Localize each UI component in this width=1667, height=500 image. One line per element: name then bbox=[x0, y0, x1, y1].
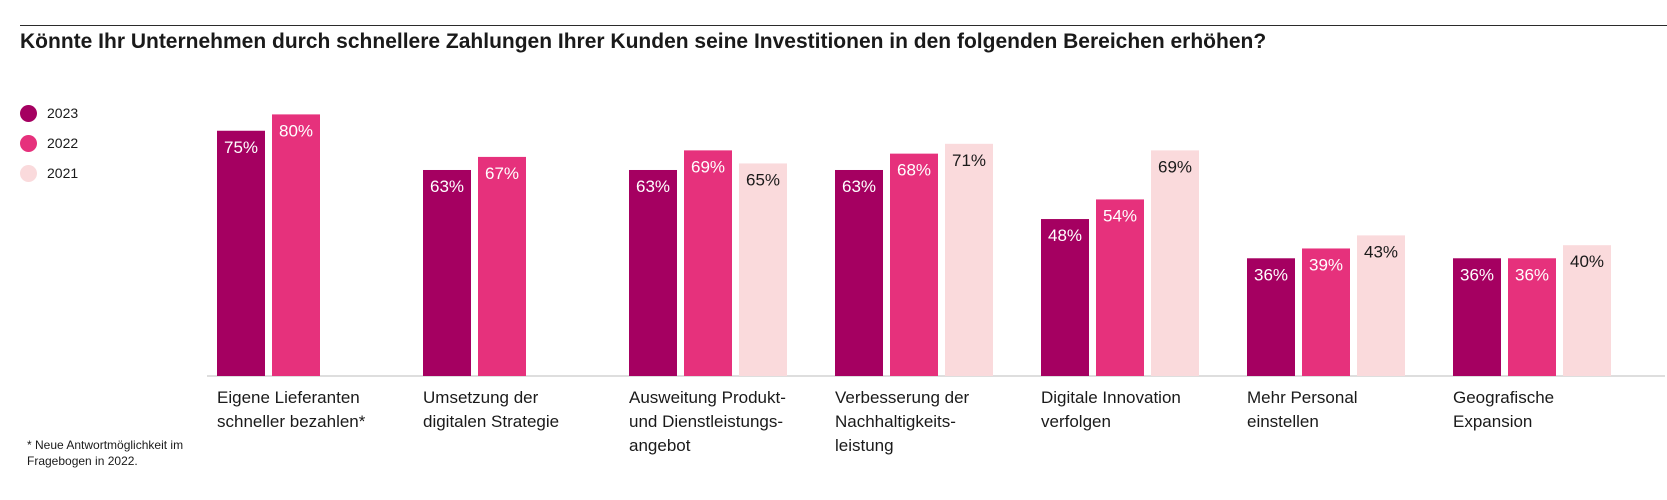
category-label-6: Mehr Personal einstellen bbox=[1247, 388, 1358, 431]
bar-2021-4 bbox=[945, 143, 993, 376]
data-label-2023-3: 63% bbox=[636, 177, 670, 196]
category-label-line: Expansion bbox=[1453, 412, 1532, 431]
category-label-1: Eigene Lieferanten schneller bezahlen* bbox=[217, 388, 366, 431]
category-label-line: Ausweitung Produkt- bbox=[629, 388, 786, 407]
bar-2023-3 bbox=[629, 169, 677, 376]
data-label-2022-3: 69% bbox=[691, 157, 725, 176]
bar-2022-5 bbox=[1096, 199, 1144, 376]
data-label-2022-6: 39% bbox=[1309, 255, 1343, 274]
legend-dot-2021 bbox=[20, 164, 37, 182]
data-label-2023-6: 36% bbox=[1254, 265, 1288, 284]
bar-2023-6 bbox=[1247, 258, 1295, 376]
category-label-line: Mehr Personal bbox=[1247, 388, 1358, 407]
bar-2021-3 bbox=[739, 163, 787, 376]
bar-2021-5 bbox=[1151, 150, 1199, 376]
bar-2022-2 bbox=[478, 156, 526, 376]
data-label-2022-2: 67% bbox=[485, 164, 519, 183]
data-label-2021-7: 40% bbox=[1570, 252, 1604, 271]
category-label-line: Nachhaltigkeits- bbox=[835, 412, 956, 431]
data-label-2023-1: 75% bbox=[224, 138, 258, 157]
legend-label-2022: 2022 bbox=[47, 135, 79, 151]
chart-title: Könnte Ihr Unternehmen durch schnellere … bbox=[20, 30, 1267, 53]
bar-2023-2 bbox=[423, 169, 471, 376]
legend: 2023 2022 2021 bbox=[20, 98, 78, 188]
legend-dot-2022 bbox=[20, 134, 37, 152]
bar-2023-7 bbox=[1453, 258, 1501, 376]
bar-2022-1 bbox=[272, 114, 320, 377]
category-label-3: Ausweitung Produkt-und Dienstleistungs-a… bbox=[629, 388, 786, 455]
data-label-2021-5: 69% bbox=[1158, 157, 1192, 176]
data-label-2022-5: 54% bbox=[1103, 206, 1137, 225]
bar-2022-6 bbox=[1302, 248, 1350, 376]
category-label-line: Eigene Lieferanten bbox=[217, 388, 360, 407]
bar-2021-6 bbox=[1357, 235, 1405, 376]
category-label-line: einstellen bbox=[1247, 412, 1319, 431]
data-label-2021-3: 65% bbox=[746, 170, 780, 189]
legend-item-2023: 2023 bbox=[20, 98, 78, 128]
data-label-2022-1: 80% bbox=[279, 121, 313, 140]
category-label-4: Verbesserung der Nachhaltigkeits-leistung bbox=[835, 388, 970, 455]
legend-item-2022: 2022 bbox=[20, 128, 78, 158]
category-label-line: verfolgen bbox=[1041, 412, 1111, 431]
legend-label-2021: 2021 bbox=[47, 165, 79, 181]
category-label-line: Umsetzung der bbox=[423, 388, 539, 407]
category-label-7: Geografische Expansion bbox=[1453, 388, 1554, 431]
bar-2023-5 bbox=[1041, 219, 1089, 376]
category-label-line: leistung bbox=[835, 436, 894, 455]
category-label-2: Umsetzung der digitalen Strategie bbox=[423, 388, 559, 431]
data-label-2022-4: 68% bbox=[897, 161, 931, 180]
data-label-2021-4: 71% bbox=[952, 151, 986, 170]
category-label-5: Digitale Innovation verfolgen bbox=[1041, 388, 1181, 431]
data-label-2023-5: 48% bbox=[1048, 226, 1082, 245]
bar-2022-3 bbox=[684, 150, 732, 376]
category-label-line: Digitale Innovation bbox=[1041, 388, 1181, 407]
data-label-2023-2: 63% bbox=[430, 177, 464, 196]
data-label-2023-4: 63% bbox=[842, 177, 876, 196]
category-label-line: Verbesserung der bbox=[835, 388, 970, 407]
top-rule bbox=[20, 25, 1667, 26]
bar-2022-4 bbox=[890, 153, 938, 376]
bar-2023-4 bbox=[835, 169, 883, 376]
category-label-line: schneller bezahlen* bbox=[217, 412, 366, 431]
bar-2022-7 bbox=[1508, 258, 1556, 376]
bar-2023-1 bbox=[217, 130, 265, 376]
legend-item-2021: 2021 bbox=[20, 158, 78, 188]
category-label-line: digitalen Strategie bbox=[423, 412, 559, 431]
data-label-2022-7: 36% bbox=[1515, 265, 1549, 284]
category-label-line: Geografische bbox=[1453, 388, 1554, 407]
category-label-line: angebot bbox=[629, 436, 691, 455]
bar-2021-7 bbox=[1563, 245, 1611, 376]
category-label-line: und Dienstleistungs- bbox=[629, 412, 783, 431]
footnote: * Neue Antwortmöglichkeit im Fragebogen … bbox=[27, 438, 184, 468]
data-label-2023-7: 36% bbox=[1460, 265, 1494, 284]
data-label-2021-6: 43% bbox=[1364, 242, 1398, 261]
legend-label-2023: 2023 bbox=[47, 105, 79, 121]
legend-dot-2023 bbox=[20, 104, 37, 122]
